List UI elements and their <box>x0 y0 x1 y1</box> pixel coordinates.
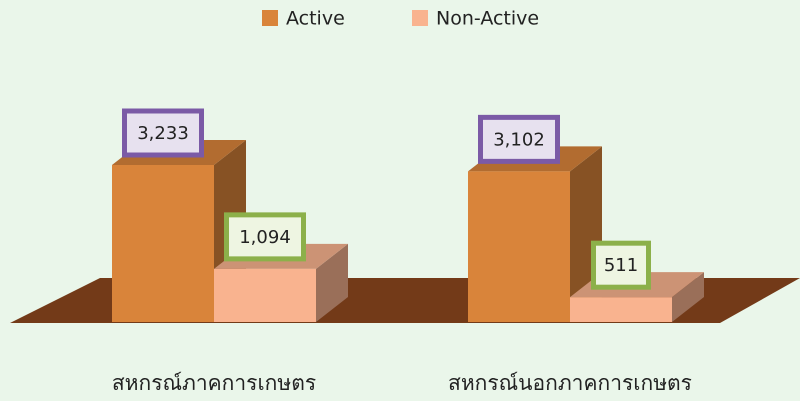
data-label: 511 <box>604 255 638 276</box>
x-tick-label: สหกรณ์นอกภาคการเกษตร <box>448 371 692 395</box>
data-label-box <box>591 240 651 290</box>
data-label: 3,102 <box>493 129 545 150</box>
data-label-box <box>478 114 560 164</box>
bar-side <box>672 272 704 322</box>
legend-swatch <box>262 10 278 26</box>
legend-label: Non-Active <box>436 8 539 30</box>
bar <box>570 297 672 322</box>
data-label: 1,094 <box>239 227 291 248</box>
bar <box>214 268 316 322</box>
legend-swatch <box>412 10 428 26</box>
data-label-box <box>122 108 204 158</box>
data-label: 3,233 <box>137 123 189 144</box>
bar <box>112 165 214 322</box>
data-label-box <box>224 212 306 262</box>
x-tick-label: สหกรณ์ภาคการเกษตร <box>112 371 316 395</box>
bar-side <box>316 243 348 322</box>
legend-label: Active <box>286 8 345 30</box>
bar <box>468 171 570 322</box>
